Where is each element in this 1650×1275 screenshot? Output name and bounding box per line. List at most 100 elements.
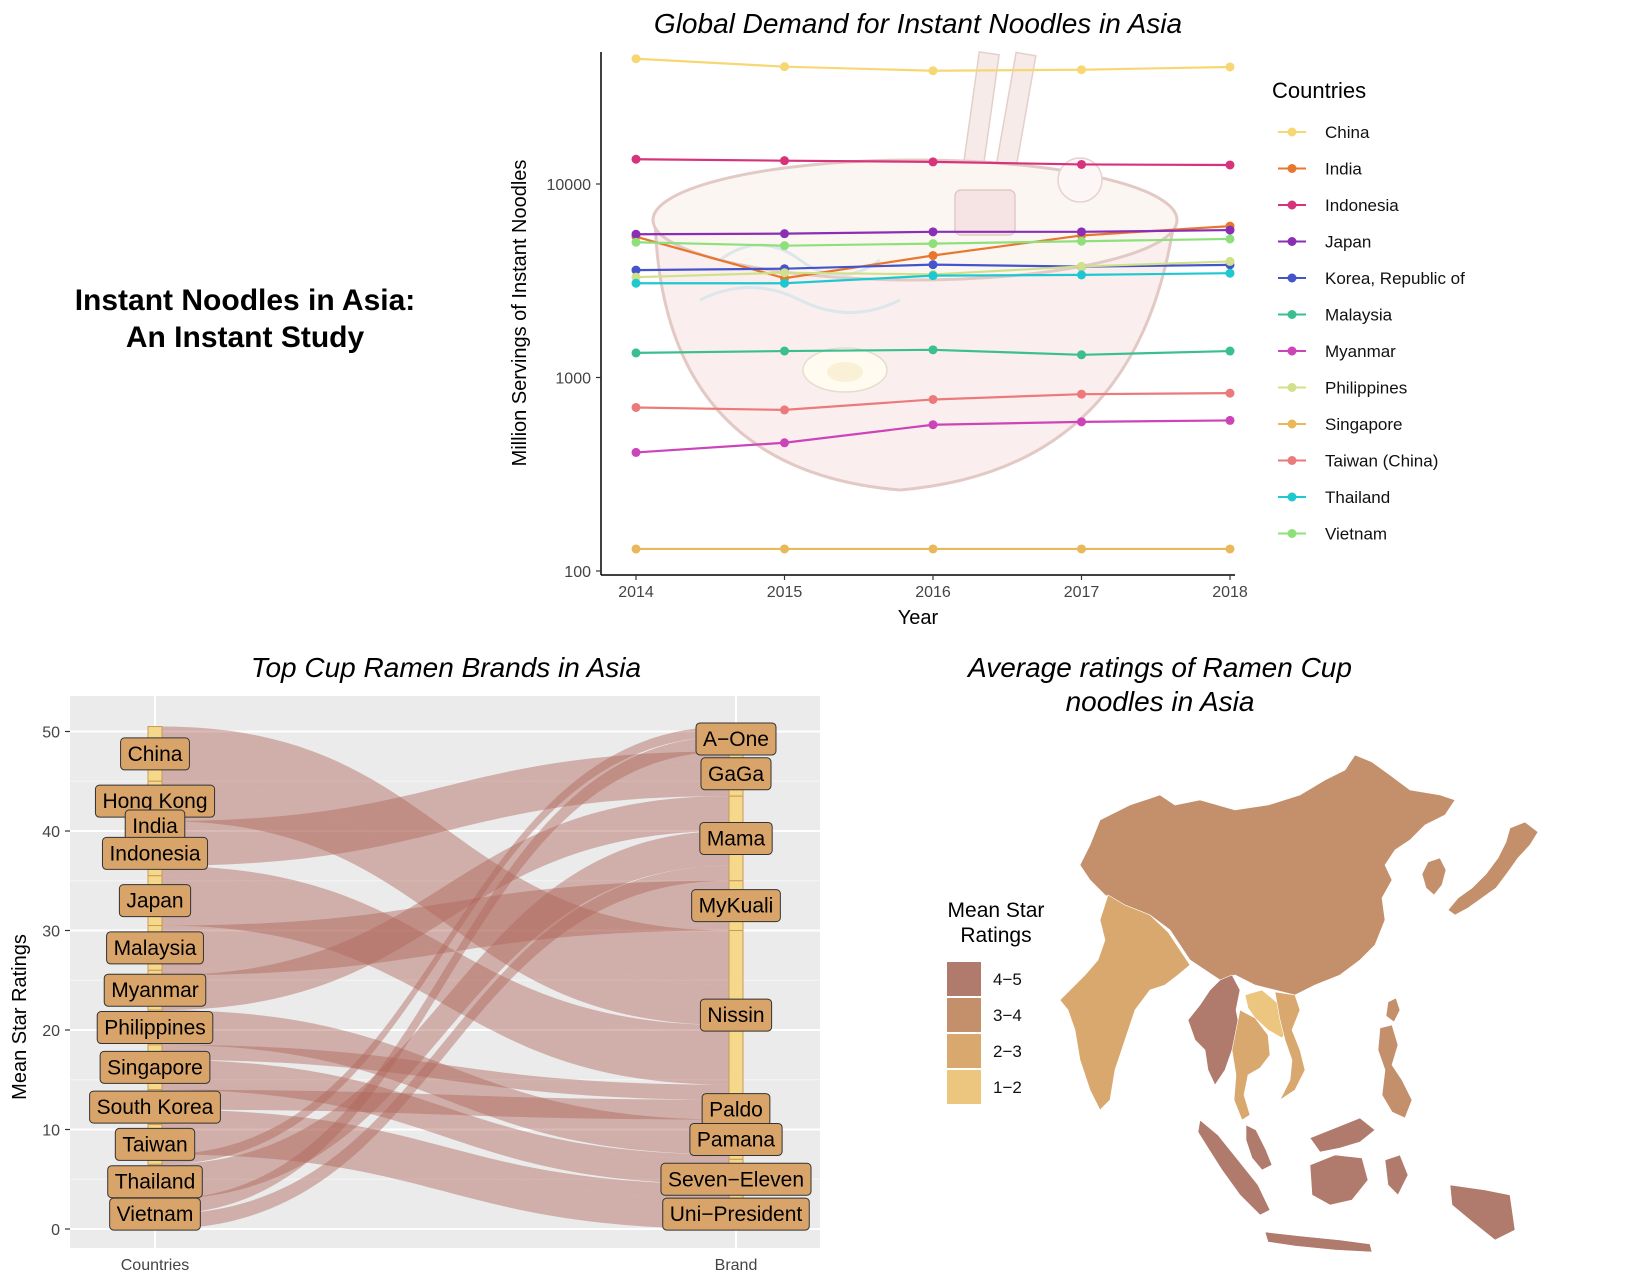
data-point-thailand-2014	[631, 278, 641, 288]
data-point-japan-2018	[1225, 225, 1235, 235]
data-point-vietnam-2014	[631, 237, 641, 247]
brand-label-a-one: A−One	[695, 722, 777, 756]
data-point-thailand-2018	[1225, 268, 1235, 278]
data-point-philippines-2017	[1077, 261, 1086, 271]
map-region-korea	[1421, 857, 1447, 896]
legend-key-dot	[1287, 346, 1297, 356]
map-legend-item-1: 4−5	[947, 962, 1022, 996]
legend-key-dot	[1287, 419, 1297, 429]
data-point-thailand-2017	[1077, 270, 1086, 280]
data-point-vietnam-2016	[928, 239, 938, 249]
sankey-y-tick-label: 0	[51, 1222, 60, 1239]
legend-key-dot	[1287, 127, 1297, 137]
series-malaysia	[631, 345, 1235, 360]
map-legend-title-line1: Mean Star	[948, 899, 1045, 922]
sankey-y-tick-label: 10	[42, 1123, 60, 1140]
country-label-indonesia: Indonesia	[101, 836, 209, 870]
country-label-thailand: Thailand	[107, 1165, 203, 1199]
data-point-singapore-2014	[631, 544, 641, 554]
data-point-malaysia-2017	[1077, 350, 1086, 360]
flow-malaysia-to-mykuali	[162, 880, 729, 971]
map-legend-title-line2: Ratings	[960, 924, 1031, 947]
line-legend: China India Indonesia Japan Korea, Republic …	[1278, 123, 1465, 544]
legend-label: Indonesia	[1325, 196, 1399, 215]
data-point-china-2014	[631, 54, 641, 64]
country-label-text: Taiwan	[122, 1133, 187, 1156]
data-point-malaysia-2016	[928, 345, 938, 355]
data-point-thailand-2016	[928, 271, 938, 281]
flow-taiwan-to-uni-president	[162, 1124, 729, 1229]
flow-myanmar-to-mama	[162, 796, 729, 1011]
legend-label: Taiwan (China)	[1325, 452, 1438, 471]
brand-label-box	[691, 889, 781, 923]
line-y-tick-label: 10000	[547, 177, 592, 194]
series-singapore	[631, 544, 1235, 554]
data-point-taiwan-china-2018	[1225, 388, 1235, 398]
data-point-malaysia-2015	[780, 346, 789, 356]
line-y-axis-title: Million Servings of Instant Noodles	[509, 160, 531, 467]
legend-label: India	[1325, 160, 1362, 179]
flow-indonesia-to-gaga	[162, 761, 729, 866]
legend-label: Japan	[1325, 233, 1371, 252]
line-x-ticks: 2014 2015 2016 2017 2018	[618, 575, 1248, 601]
data-point-singapore-2016	[928, 544, 938, 554]
country-label-hong-kong: Hong Kong	[94, 784, 216, 818]
line-y-ticks: 100 1000 10000	[547, 177, 601, 581]
map-legend-item-4: 1−2	[947, 1070, 1022, 1104]
legend-item-malaysia: Malaysia	[1278, 306, 1393, 325]
flow-china-to-nissin	[162, 726, 729, 986]
sankey-y-tick-label: 30	[42, 924, 60, 941]
map-region-myanmar	[1187, 974, 1241, 1086]
brand-label-text: Pamana	[697, 1128, 776, 1151]
sankey-y-tick-label: 20	[42, 1023, 60, 1040]
brand-label-seven-eleven: Seven−Eleven	[660, 1162, 812, 1196]
line-x-axis-title: Year	[898, 607, 939, 629]
country-label-box	[120, 737, 190, 771]
map-legend-label: 1−2	[993, 1078, 1022, 1097]
map-region-philippines	[1377, 1024, 1413, 1119]
brand-label-box	[700, 757, 772, 791]
country-label-taiwan: Taiwan	[114, 1127, 196, 1161]
legend-item-taiwan-china: Taiwan (China)	[1278, 452, 1438, 471]
country-label-box	[96, 1011, 214, 1045]
map-title-line2: noodles in Asia	[1066, 686, 1255, 717]
sankey-x-label-brand: Brand	[715, 1257, 758, 1274]
country-label-india: India	[124, 809, 186, 843]
map-region-indonesia	[1197, 1119, 1516, 1253]
legend-item-china: China	[1278, 123, 1370, 142]
brand-label-nissin: Nissin	[699, 998, 773, 1032]
line-x-tick-label: 2015	[767, 584, 803, 601]
country-label-box	[103, 973, 207, 1007]
sankey-x-label-countries: Countries	[121, 1257, 189, 1274]
line-series-group	[631, 54, 1235, 554]
data-point-singapore-2015	[780, 544, 789, 554]
brand-label-box	[660, 1162, 812, 1196]
flow-taiwan-to-a-one	[162, 726, 729, 1165]
brand-label-paldo: Paldo	[701, 1093, 771, 1127]
flow-vietnam-to-a-one	[162, 736, 729, 1215]
data-point-japan-2015	[780, 229, 789, 239]
flow-myanmar-to-mykuali	[162, 925, 729, 976]
sankey-chart: Top Cup Ramen Brands in Asia China Hong K…	[9, 652, 820, 1274]
series-thailand	[631, 268, 1235, 288]
legend-key-dot	[1287, 456, 1297, 465]
legend-item-india: India	[1278, 160, 1362, 179]
data-point-taiwan-china-2014	[631, 402, 641, 412]
line-x-tick-label: 2018	[1212, 584, 1248, 601]
flow-philippines-to-pamana	[162, 1010, 729, 1155]
data-point-indonesia-2017	[1077, 159, 1086, 169]
map-legend-swatch	[947, 1070, 981, 1104]
data-point-taiwan-china-2017	[1077, 389, 1086, 399]
brand-label-text: GaGa	[708, 763, 764, 786]
country-label-box	[114, 1127, 196, 1161]
sankey-y-tick-label: 40	[42, 824, 60, 841]
country-label-text: Philippines	[104, 1017, 206, 1040]
line-x-tick-label: 2017	[1064, 584, 1100, 601]
brand-label-text: MyKuali	[699, 895, 774, 918]
legend-item-vietnam: Vietnam	[1278, 525, 1387, 544]
data-point-singapore-2017	[1077, 544, 1086, 554]
map-region-vietnam	[1274, 991, 1306, 1101]
map-region-malaysia	[1245, 1117, 1376, 1171]
line-x-tick-label: 2016	[915, 584, 951, 601]
